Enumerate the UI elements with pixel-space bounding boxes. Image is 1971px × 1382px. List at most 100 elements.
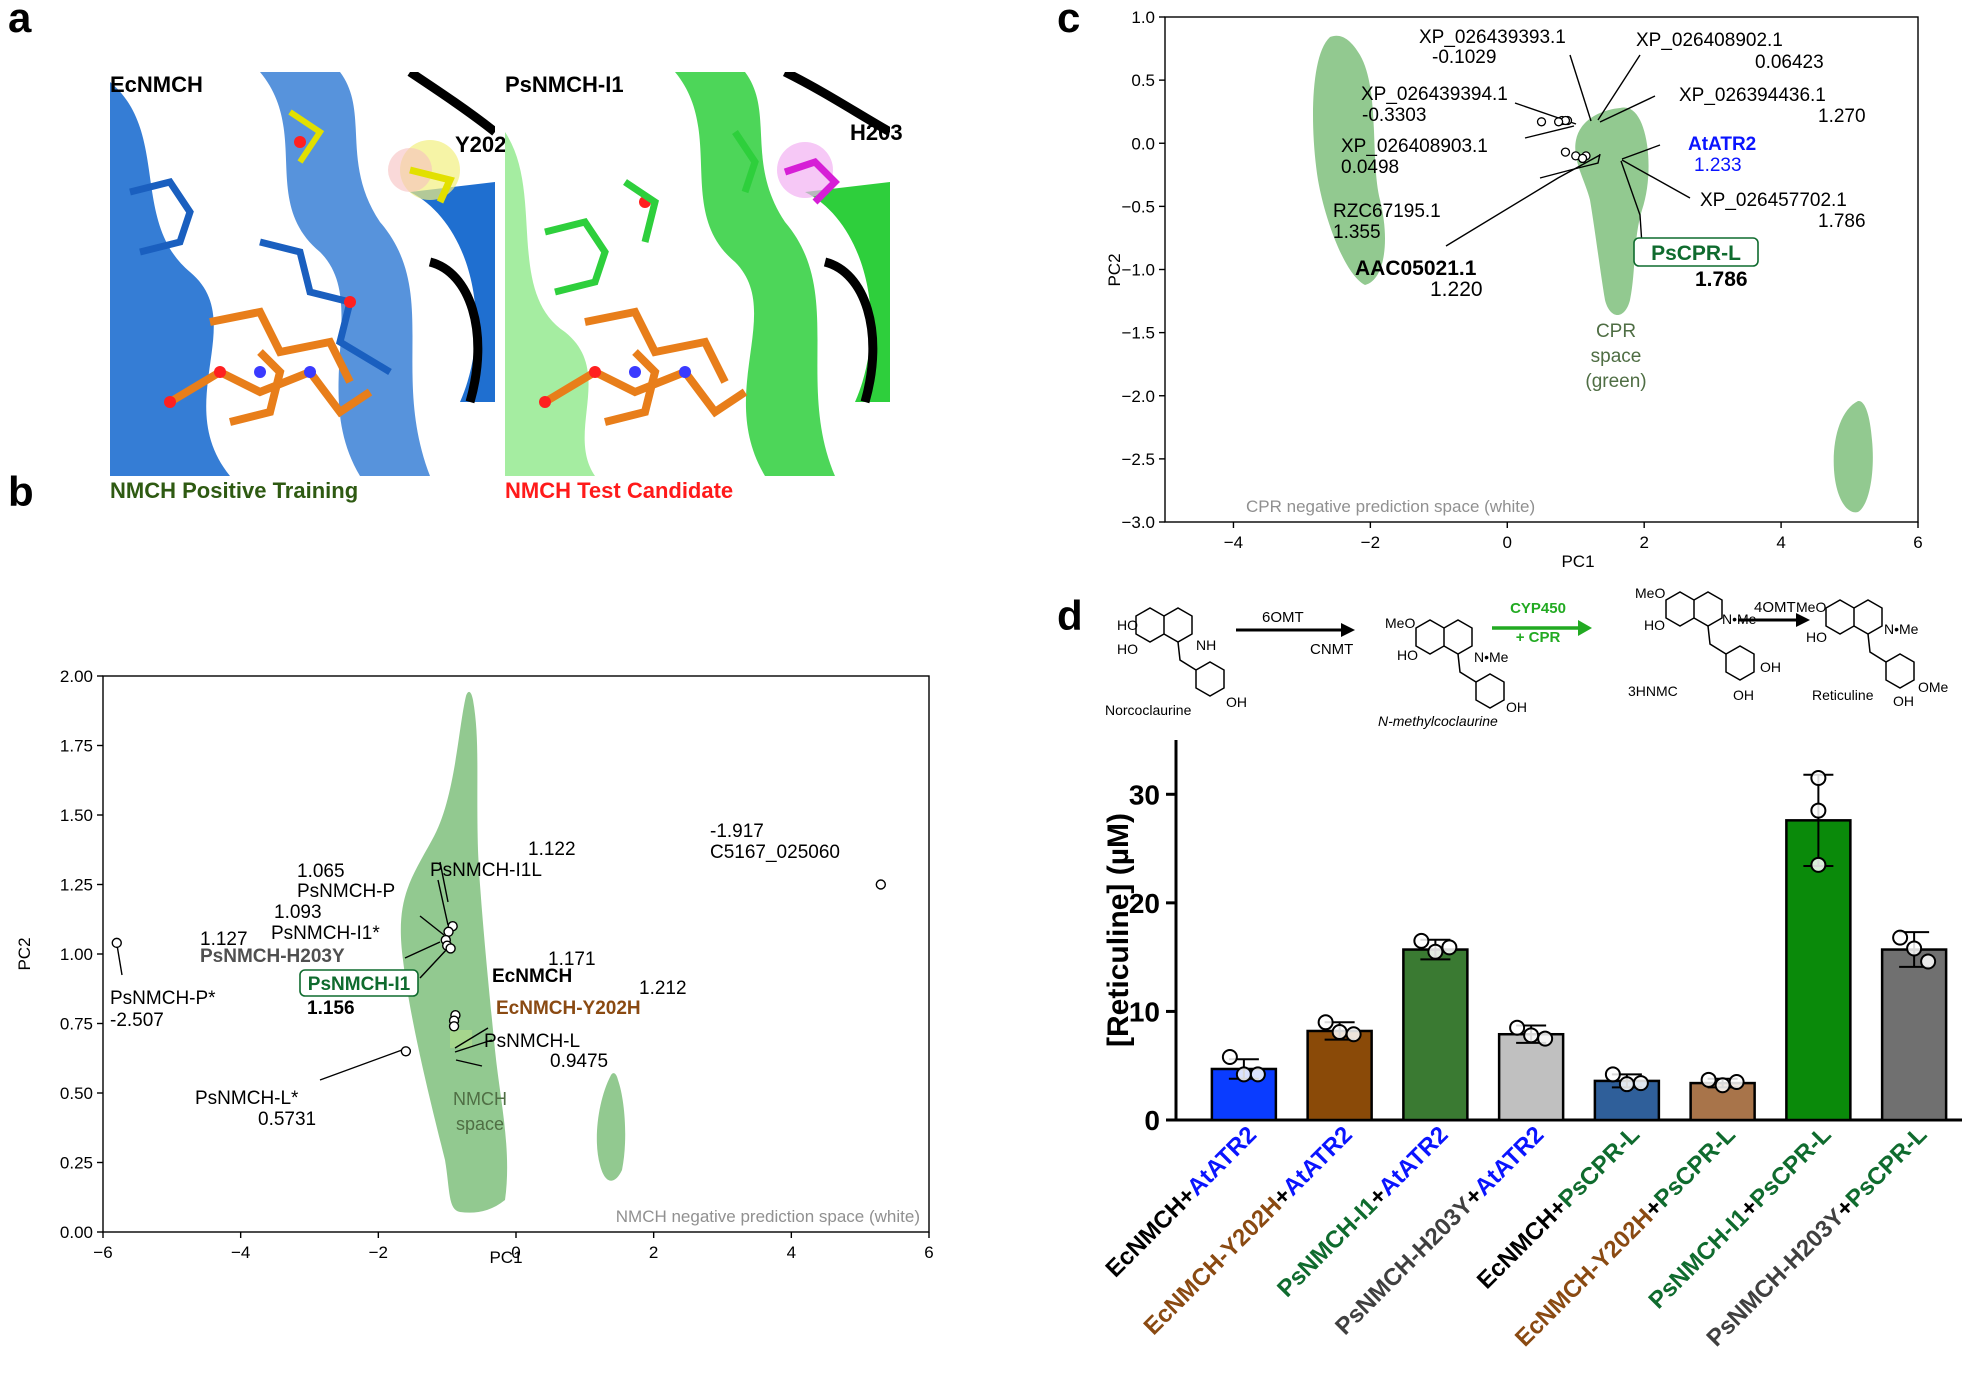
panel-label-b: b bbox=[8, 468, 34, 515]
d-x-label-partner: AtATR2 bbox=[1374, 1121, 1454, 1201]
pathway-atom-oh-3: OH bbox=[1760, 659, 1781, 675]
c-y-tick-label: −0.5 bbox=[1121, 197, 1155, 216]
b-value-psnmch-i1: 1.156 bbox=[307, 998, 355, 1019]
b-y-tick-label: 0.25 bbox=[60, 1154, 93, 1173]
pathway-arrows bbox=[1236, 613, 1810, 637]
c-label-atatr2: AtATR2 bbox=[1688, 134, 1756, 155]
d-x-tick-label: PsNMCH-I1+AtATR2 bbox=[1272, 1121, 1453, 1302]
structure-image-psnmch-i1 bbox=[505, 72, 890, 476]
d-y-ticks: 0 10 20 30 bbox=[1129, 779, 1176, 1136]
b-label-psnmch-l-star: PsNMCH-L* bbox=[195, 1088, 299, 1109]
c-value-rzc67195: 1.355 bbox=[1333, 222, 1381, 243]
d-x-labels: EcNMCH+AtATR2EcNMCH-Y202H+AtATR2PsNMCH-I… bbox=[1100, 1121, 1932, 1352]
b-point bbox=[445, 943, 456, 954]
d-y-axis-label: [Reticuline] (µM) bbox=[1102, 813, 1135, 1047]
b-value-psnmch-p-star: -2.507 bbox=[110, 1010, 164, 1031]
c-point bbox=[1553, 117, 1564, 127]
pathway-atom-nh: NH bbox=[1196, 637, 1216, 653]
d-replicate-point bbox=[1427, 943, 1444, 960]
d-replicate-point bbox=[1700, 1071, 1717, 1088]
d-bar bbox=[1497, 1032, 1565, 1122]
c-label-xp026439393: XP_026439393.1 bbox=[1419, 27, 1566, 48]
c-value-xp026408902: 0.06423 bbox=[1755, 52, 1824, 73]
c-pscpr-l-box bbox=[1633, 237, 1759, 267]
d-replicate-point bbox=[1728, 1074, 1745, 1090]
c-label-pscpr-l: PsCPR-L bbox=[1651, 242, 1741, 265]
b-y-ticks: 0.00 0.25 0.50 0.75 1.00 1.25 1.50 1.75 2.00 bbox=[60, 667, 103, 1242]
test-candidate-caption: NMCH Test Candidate bbox=[505, 478, 734, 503]
d-replicate-point bbox=[1331, 1024, 1348, 1041]
c-x-ticks: −4 −2 0 2 4 6 bbox=[1224, 522, 1923, 552]
b-label-psnmch-i1-star: PsNMCH-I1* bbox=[271, 923, 380, 944]
c-x-tick-label: 2 bbox=[1639, 533, 1648, 552]
cpr-space-region-center bbox=[1575, 107, 1649, 315]
c-y-tick-label: −1.5 bbox=[1121, 324, 1155, 343]
b-value-ecnmch-y202h: 1.212 bbox=[639, 978, 687, 999]
pathway-atom-meo-3: MeO bbox=[1796, 599, 1826, 615]
ecnmch-title: EcNMCH bbox=[110, 72, 203, 97]
b-value-c5167: -1.917 bbox=[710, 821, 764, 842]
b-nmch-space-label-line1: NMCH bbox=[453, 1089, 507, 1109]
b-label-ecnmch-y202h: EcNMCH-Y202H bbox=[496, 998, 641, 1019]
c-points bbox=[1536, 115, 1591, 164]
pathway-enzyme-6omt: 6OMT bbox=[1262, 609, 1304, 626]
pathway-enzyme-4omt: 4OMT bbox=[1754, 599, 1796, 616]
d-y-tick-label: 20 bbox=[1129, 888, 1160, 919]
d-bar bbox=[1306, 1029, 1373, 1122]
b-label-psnmch-h203y: PsNMCH-H203Y bbox=[200, 946, 345, 967]
cpr-space-region-left bbox=[1313, 35, 1385, 286]
d-replicate-point bbox=[1920, 953, 1937, 970]
d-x-tick-label: EcNMCH+PsCPR-L bbox=[1472, 1121, 1645, 1294]
b-y-tick-label: 1.75 bbox=[60, 737, 93, 756]
pathway-atom-nme-3: N•Me bbox=[1884, 621, 1919, 637]
b-x-tick-label: −2 bbox=[369, 1243, 388, 1262]
structure-image-ecnmch bbox=[110, 72, 495, 476]
pathway-atom-nme-2: N•Me bbox=[1722, 611, 1757, 627]
d-y-tick-label: 0 bbox=[1144, 1105, 1160, 1136]
compound-reticuline: Reticuline bbox=[1812, 687, 1874, 703]
b-value-psnmch-h203y: 1.127 bbox=[200, 929, 248, 950]
d-replicate-point bbox=[1714, 1077, 1731, 1094]
c-y-axis-label: PC2 bbox=[1105, 253, 1124, 286]
b-x-ticks: −6 −4 −2 0 2 4 6 bbox=[93, 1232, 934, 1262]
pathway-atom-meo-1: MeO bbox=[1385, 615, 1415, 631]
y202-label: Y202 bbox=[455, 132, 507, 157]
c-value-atatr2: 1.233 bbox=[1694, 155, 1742, 176]
b-point bbox=[875, 879, 887, 890]
positive-training-caption: NMCH Positive Training bbox=[110, 478, 359, 503]
b-x-tick-label: 2 bbox=[649, 1243, 658, 1262]
c-value-xp026408903: 0.0498 bbox=[1341, 157, 1399, 178]
panel-label-c: c bbox=[1057, 0, 1081, 41]
d-x-label-partner: PsCPR-L bbox=[1649, 1121, 1741, 1213]
d-replicate-point bbox=[1441, 939, 1458, 956]
compound-norcoclaurine: Norcoclaurine bbox=[1105, 702, 1192, 718]
d-y-tick-label: 30 bbox=[1129, 779, 1160, 810]
c-label-aac05021: AAC05021.1 bbox=[1355, 257, 1477, 280]
b-x-tick-label: −4 bbox=[231, 1243, 250, 1262]
b-x-tick-label: −6 bbox=[93, 1243, 112, 1262]
c-y-ticks: −3.0 −2.5 −2.0 −1.5 −1.0 −0.5 0.0 0.5 1.0 bbox=[1121, 8, 1165, 532]
pathway-enzyme-cpr: + CPR bbox=[1516, 629, 1561, 646]
pathway-atom-ome: OMe bbox=[1918, 679, 1949, 695]
pathway-enzyme-cyp450: CYP450 bbox=[1510, 600, 1566, 617]
c-value-xp026457702: 1.786 bbox=[1818, 211, 1866, 232]
panel-label-a: a bbox=[8, 0, 32, 41]
ecnmch-structure-drawing bbox=[110, 72, 495, 476]
c-y-tick-label: −2.0 bbox=[1121, 387, 1155, 406]
b-y-tick-label: 0.50 bbox=[60, 1084, 93, 1103]
b-point bbox=[448, 1021, 460, 1032]
c-x-tick-label: 4 bbox=[1776, 533, 1785, 552]
c-y-tick-label: 1.0 bbox=[1131, 8, 1155, 27]
b-value-psnmch-i1l: 1.122 bbox=[528, 839, 576, 860]
nmch-space-small-region bbox=[596, 1073, 626, 1181]
pathway-atom-ho-3: HO bbox=[1397, 647, 1418, 663]
b-x-axis-label: PC1 bbox=[489, 1248, 522, 1267]
pathway-atom-oh-4: OH bbox=[1733, 687, 1754, 703]
b-y-tick-label: 0.75 bbox=[60, 1015, 93, 1034]
cpr-space-region-small bbox=[1833, 400, 1873, 513]
c-negative-space-label: CPR negative prediction space (white) bbox=[1246, 497, 1535, 516]
d-x-label-partner: AtATR2 bbox=[1182, 1121, 1262, 1201]
b-label-psnmch-i1l: PsNMCH-I1L bbox=[430, 860, 542, 881]
b-x-tick-label: 4 bbox=[787, 1243, 796, 1262]
c-point bbox=[1536, 117, 1547, 127]
